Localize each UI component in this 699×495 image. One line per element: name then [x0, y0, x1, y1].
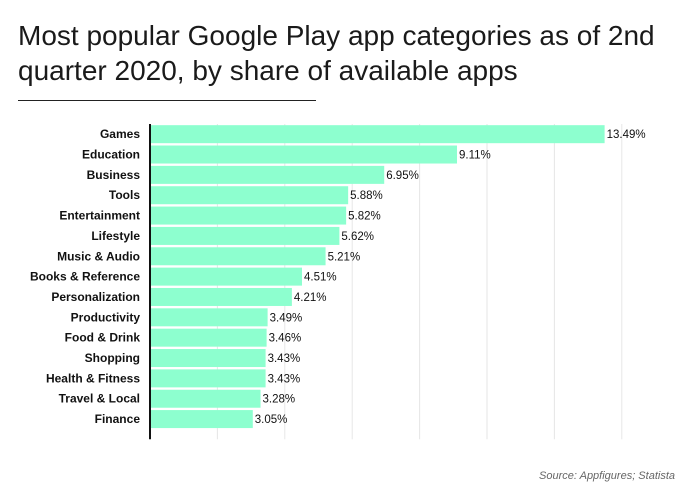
category-label: Books & Reference [30, 270, 140, 284]
bar [150, 389, 261, 408]
value-label: 5.21% [328, 251, 361, 263]
chart-title: Most popular Google Play app categories … [18, 20, 655, 86]
value-label: 5.82% [348, 211, 381, 223]
bar [150, 186, 349, 205]
value-label: 4.21% [294, 292, 327, 304]
value-label: 3.46% [269, 333, 302, 345]
category-label: Tools [109, 188, 140, 202]
bar [150, 369, 266, 388]
value-label: 3.28% [263, 394, 296, 406]
value-label: 3.43% [268, 353, 301, 365]
bar [150, 308, 268, 327]
category-label: Shopping [85, 351, 140, 365]
value-label: 4.51% [304, 272, 337, 284]
category-label: Lifestyle [91, 229, 140, 243]
bar [150, 349, 266, 368]
category-label: Education [82, 148, 140, 162]
bar [150, 145, 458, 164]
category-label: Music & Audio [57, 249, 140, 263]
bar [150, 410, 253, 429]
category-label: Health & Fitness [46, 371, 140, 385]
bar [150, 328, 267, 347]
category-label: Productivity [71, 310, 141, 324]
value-label: 3.43% [268, 373, 301, 385]
title-underline [18, 100, 316, 101]
bar [150, 125, 605, 144]
bar [150, 267, 302, 286]
value-label: 5.62% [341, 231, 374, 243]
category-label: Food & Drink [65, 331, 141, 345]
bar [150, 287, 292, 306]
bar [150, 165, 385, 184]
bar [150, 206, 347, 225]
value-label: 6.95% [386, 170, 419, 182]
value-label: 3.49% [270, 312, 303, 324]
value-label: 13.49% [607, 129, 646, 141]
category-label: Travel & Local [59, 392, 140, 406]
category-label: Entertainment [59, 209, 140, 223]
bar [150, 226, 340, 245]
bar [150, 247, 326, 266]
category-label: Personalization [51, 290, 140, 304]
value-label: 3.05% [255, 414, 288, 426]
value-label: 5.88% [350, 190, 383, 202]
category-label: Business [87, 168, 141, 182]
category-label: Finance [95, 412, 141, 426]
value-label: 9.11% [459, 150, 491, 162]
category-label: Games [100, 127, 140, 141]
source-note: Source: Appfigures; Statista [539, 470, 675, 482]
